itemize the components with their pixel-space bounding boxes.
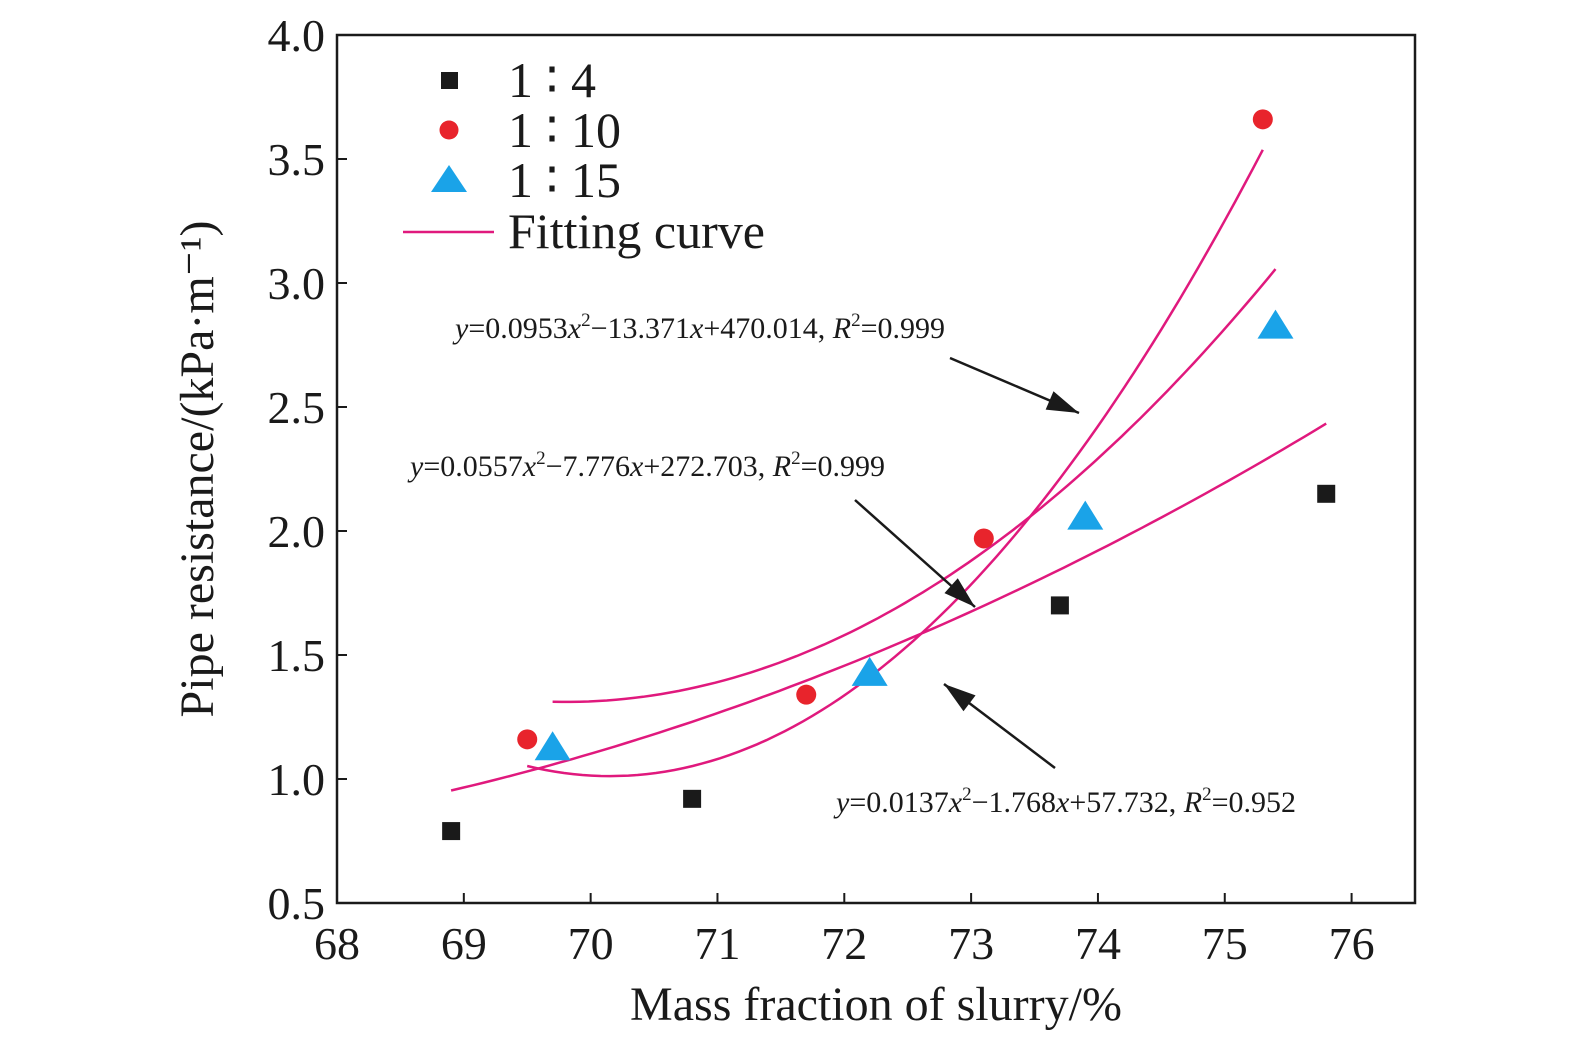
legend-label-1-15: 1 ∶ 15	[508, 152, 621, 208]
data-point-series-1-2	[973, 528, 994, 549]
legend-triangle-marker	[431, 165, 467, 192]
x-tick-label: 68	[314, 918, 360, 969]
data-point-series-0-1	[683, 789, 702, 808]
x-axis-title: Mass fraction of slurry/%	[630, 978, 1122, 1031]
y-tick-label: 2.0	[268, 506, 326, 557]
x-tick-label: 72	[821, 918, 867, 969]
x-tick-label: 75	[1202, 918, 1248, 969]
y-tick-label: 2.5	[268, 382, 326, 433]
y-tick-label: 1.0	[268, 754, 326, 805]
plot-frame	[335, 33, 1417, 905]
equation-1-4: y=0.0137x2−1.768x+57.732, R2=0.952	[833, 784, 1296, 819]
data-point-series-0-0	[442, 822, 461, 841]
y-tick-label: 1.5	[268, 630, 326, 681]
equation-1-10: y=0.0953x2−13.371x+470.014, R2=0.999	[452, 310, 945, 345]
data-point-series-0-3	[1317, 484, 1336, 503]
fit-curve-series-2	[552, 268, 1277, 704]
data-point-series-1-1	[796, 684, 817, 705]
equation-1-15: y=0.0557x2−7.776x+272.703, R2=0.999	[407, 448, 885, 483]
data-point-series-2-1	[851, 656, 888, 686]
data-point-series-2-0	[534, 731, 571, 761]
fit-curve-series-0	[450, 422, 1327, 792]
data-point-series-1-3	[1252, 109, 1273, 130]
axis-ticks: 68 69 70 71 72 73 74 75 76 0.5 1.0 1.5 2.0 2.5 3.0 3.5 4…	[268, 10, 1375, 969]
legend-label-fitting-curve: Fitting curve	[508, 203, 765, 259]
data-point-series-2-2	[1067, 500, 1104, 530]
x-tick-label: 73	[948, 918, 994, 969]
y-axis-title: Pipe resistance/(kPa·m⁻¹)	[171, 221, 224, 718]
y-tick-label: 3.5	[268, 134, 326, 185]
arrow-1-15-head	[944, 578, 975, 607]
y-tick-label: 3.0	[268, 258, 326, 309]
legend: 1 ∶ 4 1 ∶ 10 1 ∶ 15 Fitting curve	[403, 52, 765, 259]
legend-label-1-10: 1 ∶ 10	[508, 102, 621, 158]
arrow-1-4-head	[944, 684, 976, 712]
legend-circle-marker	[439, 120, 459, 140]
data-point-series-0-2	[1050, 596, 1069, 615]
x-tick-label: 71	[694, 918, 740, 969]
legend-label-1-4: 1 ∶ 4	[508, 52, 596, 108]
fitting-curves	[450, 149, 1327, 792]
data-point-series-2-3	[1257, 309, 1294, 339]
data-markers	[442, 109, 1336, 841]
arrow-1-10-head	[1045, 391, 1079, 413]
x-tick-label: 69	[441, 918, 487, 969]
y-tick-label: 0.5	[268, 878, 326, 929]
x-tick-label: 76	[1329, 918, 1375, 969]
data-point-series-1-0	[517, 729, 538, 750]
annotation-arrows	[854, 356, 1080, 769]
fit-curve-series-1	[526, 149, 1264, 778]
x-tick-label: 74	[1075, 918, 1121, 969]
x-tick-label: 70	[568, 918, 614, 969]
legend-square-marker	[441, 72, 458, 89]
y-tick-label: 4.0	[268, 10, 326, 61]
